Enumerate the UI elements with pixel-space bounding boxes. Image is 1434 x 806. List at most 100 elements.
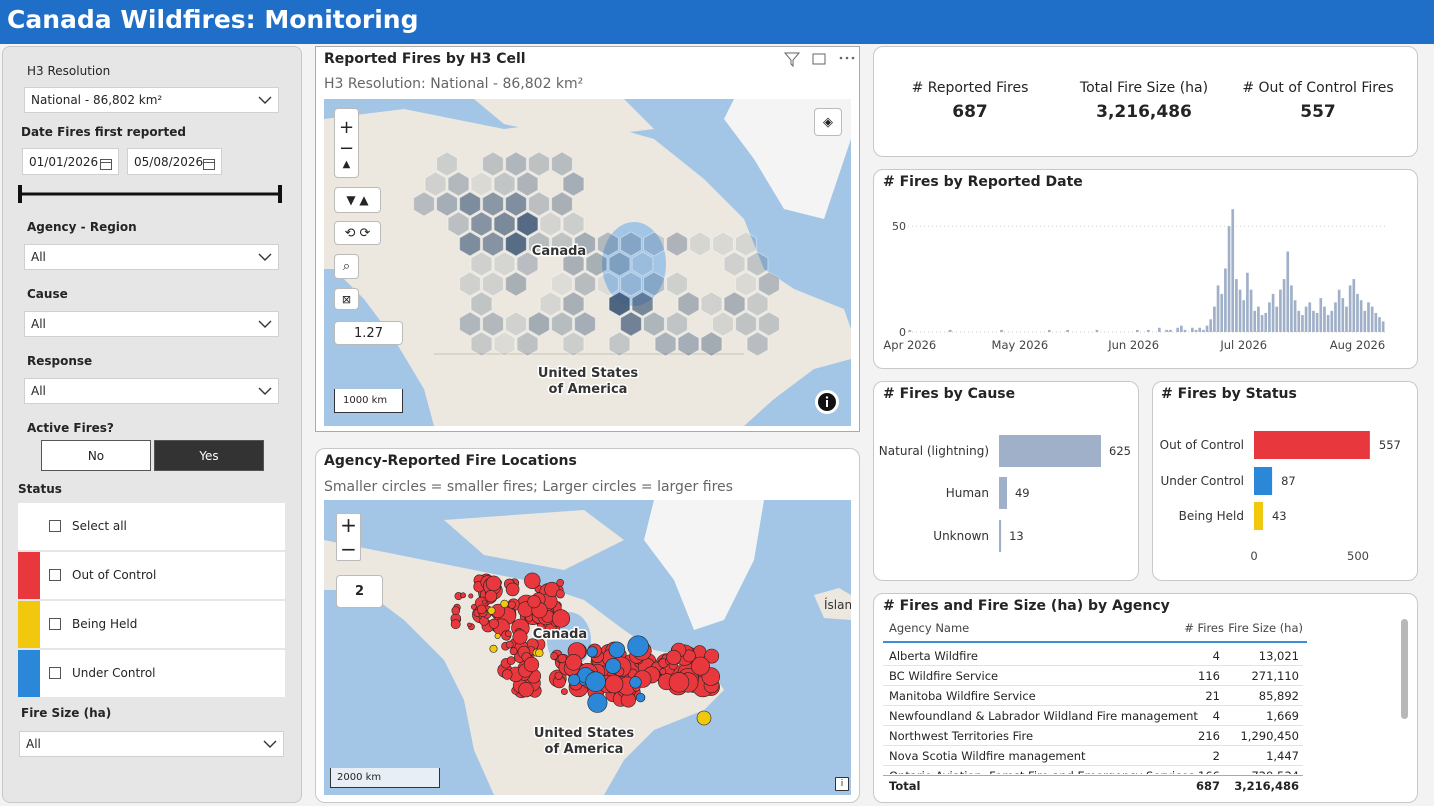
filter-label: Agency - Region (27, 220, 137, 234)
table-cell: 2 (1212, 749, 1220, 763)
visual-header-icons[interactable] (782, 50, 858, 68)
scrollbar[interactable] (1401, 619, 1408, 719)
column-header[interactable]: Agency Name (889, 621, 970, 635)
map-subtitle: Smaller circles = smaller fires; Larger … (324, 479, 733, 495)
select-control[interactable]: ⊠ (334, 288, 359, 310)
checkbox[interactable] (49, 618, 61, 630)
hex-cell (666, 231, 688, 257)
status-option[interactable]: Under Control (18, 650, 285, 697)
date-input[interactable]: 05/08/2026 (127, 148, 222, 175)
hex-cell (608, 331, 631, 357)
kpi-value: 3,216,486 (1096, 102, 1192, 122)
fire-location (467, 622, 472, 628)
fire-location (586, 646, 598, 658)
zoom-control[interactable]: + − (336, 513, 361, 561)
fire-location (524, 572, 541, 590)
filter-label: Fire Size (ha) (21, 706, 112, 720)
hex-cell (746, 251, 769, 277)
hex-cell (516, 211, 539, 237)
hex-cell (459, 271, 481, 297)
header-bar: Canada Wildfires: Monitoring (0, 0, 1434, 44)
fire-location (604, 674, 624, 694)
toggle-button[interactable]: Yes (154, 440, 264, 471)
layers-control[interactable]: ◈ (814, 108, 842, 136)
chevron (263, 740, 277, 748)
hex-cell (585, 251, 608, 277)
hex-cell (470, 211, 493, 237)
fire-location (485, 575, 502, 592)
hex-cell (746, 331, 769, 357)
filter-label: Active Fires? (27, 421, 114, 435)
info-icon[interactable] (814, 389, 840, 415)
scale-bar: 2000 km (330, 768, 440, 788)
table-row: Northwest Territories Fire 216 1,290,450 (883, 726, 1303, 746)
calendar-icon (203, 158, 215, 170)
fire-location (505, 582, 520, 597)
table-cell: 4 (1212, 709, 1220, 723)
chart-title: # Fires by Cause (883, 386, 1016, 402)
kpi-label: # Reported Fires (911, 80, 1029, 96)
status-option[interactable]: Out of Control (18, 552, 285, 599)
hex-cell (723, 251, 746, 277)
dropdown[interactable]: All (19, 731, 284, 757)
dropdown[interactable]: All (24, 244, 279, 270)
table-cell: 116 (1198, 669, 1220, 683)
table-cell: 216 (1198, 729, 1220, 743)
status-option[interactable]: Being Held (18, 601, 285, 648)
table-header: Agency Name # Fires Fire Size (ha) (883, 618, 1307, 643)
fire-location (666, 649, 682, 665)
hex-cell (643, 311, 665, 337)
tilt-control[interactable]: ▼ ▲ (334, 187, 381, 213)
hex-cell (528, 191, 550, 217)
table-cell: 4 (1212, 649, 1220, 663)
column-header[interactable]: Fire Size (ha) (1228, 621, 1303, 635)
checkbox[interactable] (49, 569, 61, 581)
date-slider[interactable] (16, 183, 286, 205)
rotate-control[interactable]: ⟲ ⟳ (334, 221, 381, 245)
hex-cell (643, 271, 665, 297)
date-start: 01/01/2026 (29, 154, 99, 169)
hex-cell (551, 191, 573, 217)
hex-cell (631, 291, 654, 317)
date-input[interactable]: 01/01/2026 (22, 148, 119, 175)
hex-cell (562, 291, 585, 317)
fire-location (587, 692, 608, 713)
toggle-button[interactable]: No (41, 440, 151, 471)
hex-cell (539, 211, 562, 237)
status-label: Select all (72, 519, 127, 533)
dropdown[interactable]: National - 86,802 km² (24, 87, 279, 113)
fire-location (704, 648, 720, 664)
hex-cell (700, 291, 723, 317)
hex-cell (482, 231, 504, 257)
table-cell: 85,892 (1258, 689, 1299, 703)
hex-cell (528, 151, 550, 177)
zoom-control[interactable]: + − ▲ (334, 108, 359, 178)
checkbox[interactable] (49, 520, 61, 532)
zoom-level: 1.27 (334, 321, 403, 345)
table-row: Alberta Wildfire 4 13,021 (883, 646, 1303, 666)
fire-location (608, 641, 626, 659)
dropdown[interactable]: All (24, 378, 279, 404)
checkbox[interactable] (49, 667, 61, 679)
table-cell: BC Wildfire Service (889, 669, 999, 683)
search-control[interactable]: ⌕ (334, 254, 359, 279)
dropdown[interactable]: All (24, 311, 279, 337)
chevron (258, 320, 272, 328)
filter-label: Status (18, 482, 62, 496)
hex-cell (482, 151, 504, 177)
chevron (258, 96, 272, 104)
hex-cell (470, 291, 493, 317)
fire-location (557, 654, 567, 664)
filter-label: Date Fires first reported (21, 125, 186, 139)
status-option[interactable]: Select all (18, 503, 285, 550)
fire-location (506, 656, 516, 665)
hex-cell (470, 251, 493, 277)
info-icon[interactable]: i (835, 777, 849, 791)
hex-cell (735, 231, 757, 257)
table-panel (873, 593, 1418, 803)
column-header[interactable]: # Fires (1184, 621, 1224, 635)
status-color (18, 552, 40, 599)
